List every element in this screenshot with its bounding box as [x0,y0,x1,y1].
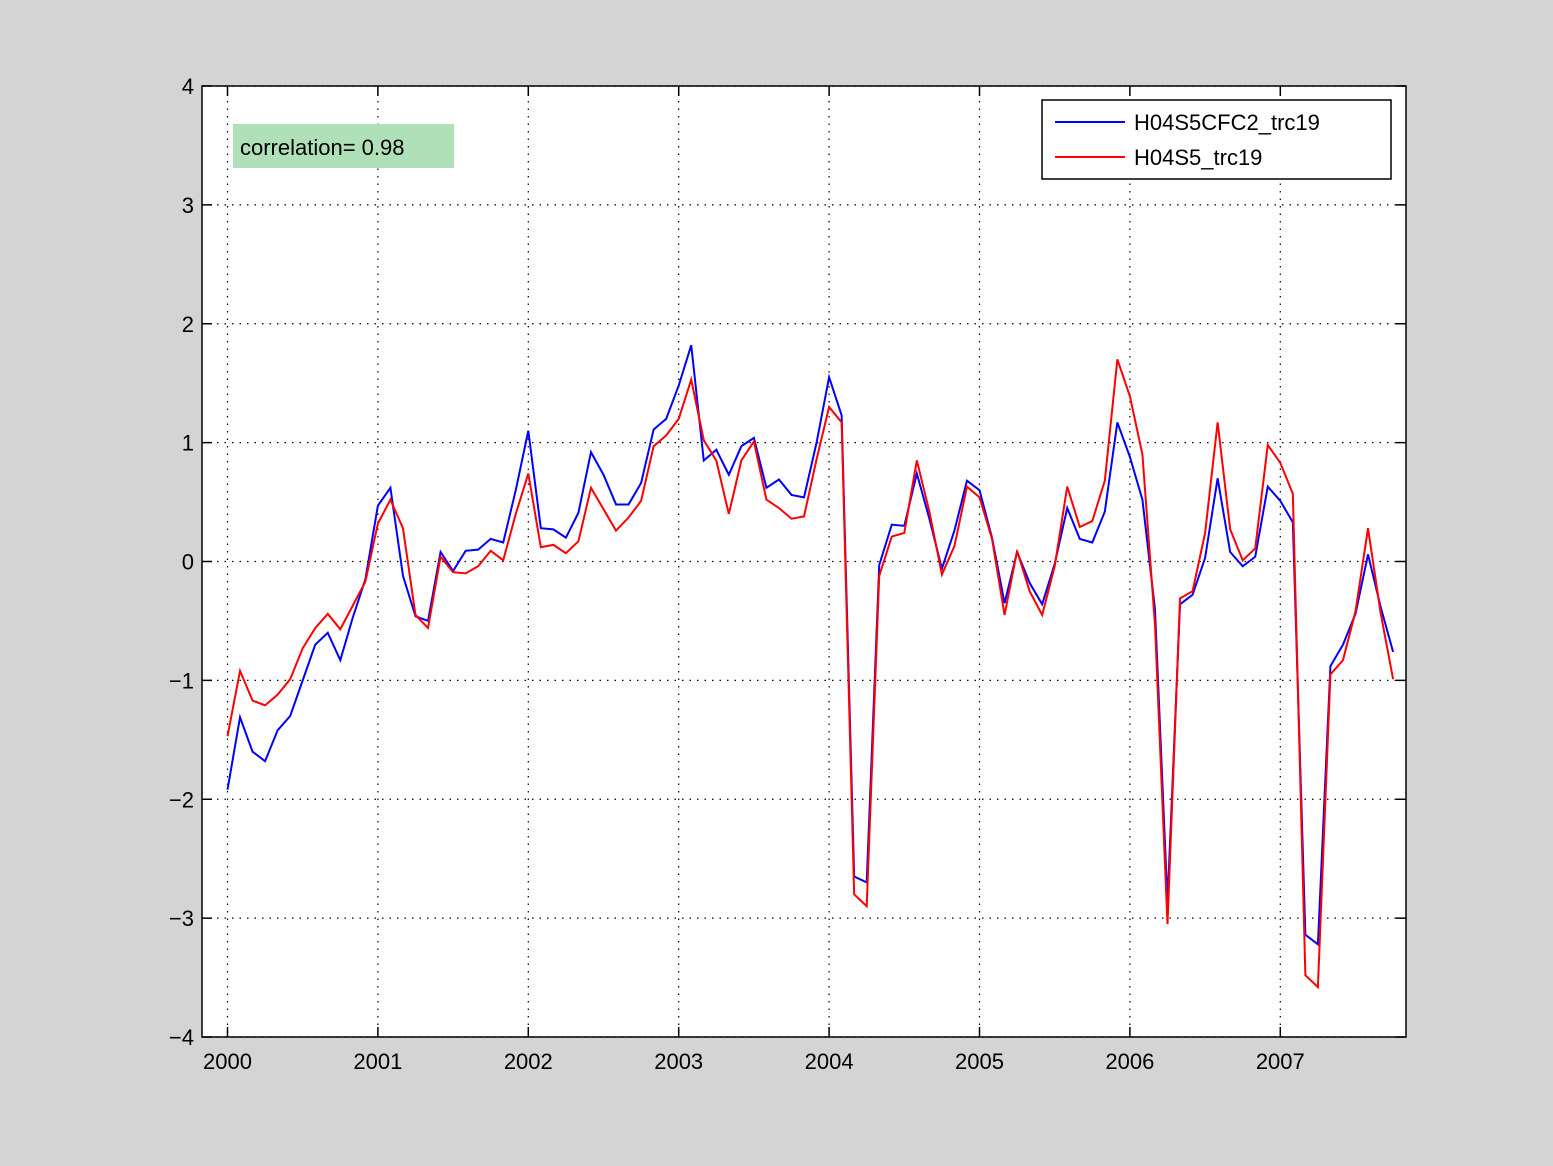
series-line-2 [226,359,1395,990]
y-tick-label: 1 [182,431,194,456]
y-tick-label: 2 [182,312,194,337]
series-lines [226,344,1395,990]
x-tick-label: 2006 [1105,1049,1154,1074]
y-tick-label: −2 [169,787,194,812]
y-tick-label: 3 [182,193,194,218]
y-tick-label: −4 [169,1025,194,1050]
plot-background [202,86,1406,1037]
x-tick-label: 2007 [1256,1049,1305,1074]
annotation-text: correlation= 0.98 [240,135,405,160]
x-tick-label: 2005 [955,1049,1004,1074]
x-tick-label: 2000 [203,1049,252,1074]
grid-lines [202,85,1406,1038]
y-tick-label: −1 [169,668,194,693]
plot-frame [201,85,1407,1038]
x-tick-label: 2003 [654,1049,703,1074]
legend: H04S5CFC2_trc19 H04S5_trc19 [1041,99,1392,180]
correlation-annotation: correlation= 0.98 [233,124,454,168]
legend-label-series-2: H04S5_trc19 [1134,145,1262,170]
annotation-box [233,124,454,168]
series-line-1 [226,344,1395,947]
x-tick-labels: 2000 2001 2002 2003 2004 2005 2006 2007 [203,1049,1305,1074]
x-tick-label: 2001 [353,1049,402,1074]
legend-box [1041,99,1392,180]
x-tick-label: 2002 [504,1049,553,1074]
y-tick-labels: −4 −3 −2 −1 0 1 2 3 4 [169,74,194,1050]
y-tick-label: 4 [182,74,194,99]
y-tick-label: 0 [182,550,194,575]
y-tick-label: −3 [169,906,194,931]
x-tick-label: 2004 [805,1049,854,1074]
legend-label-series-1: H04S5CFC2_trc19 [1134,110,1320,135]
